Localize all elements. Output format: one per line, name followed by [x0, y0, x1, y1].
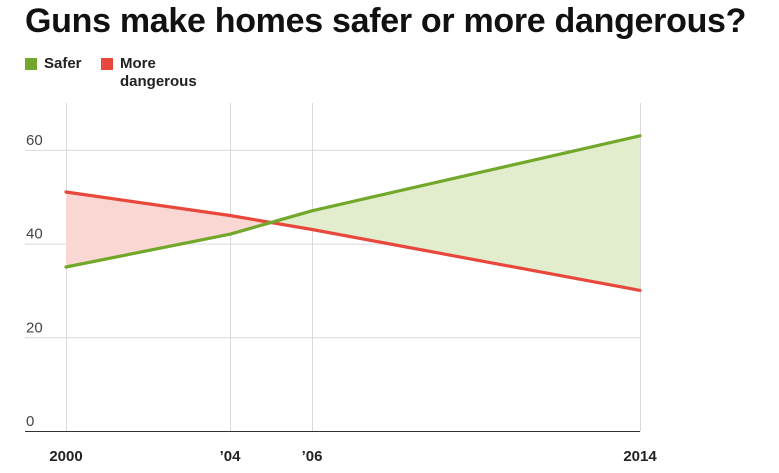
legend-swatch-more-dangerous [101, 58, 113, 70]
y-tick-label-40: 40 [26, 226, 43, 243]
x-tick-label-3: 2014 [623, 448, 657, 465]
series-line-safer [64, 134, 642, 269]
legend-swatch-safer [25, 58, 37, 70]
y-tick-label-20: 20 [26, 319, 43, 336]
legend-label-more-dangerous: More dangerous [120, 55, 197, 91]
legend-label-safer: Safer [44, 55, 82, 72]
x-tick-label-1: ’04 [220, 448, 242, 465]
gap-area-0 [66, 192, 271, 267]
gap-area-1 [271, 135, 640, 291]
x-tick-label-0: 2000 [49, 448, 82, 465]
legend-label-more-line2: dangerous [120, 73, 197, 90]
chart-title: Guns make homes safer or more dangerous? [25, 2, 747, 40]
y-tick-label-60: 60 [26, 132, 43, 149]
x-tick-label-2: ’06 [302, 448, 323, 465]
legend-label-more-line1: More [120, 55, 156, 72]
y-tick-label-0: 0 [26, 413, 34, 430]
